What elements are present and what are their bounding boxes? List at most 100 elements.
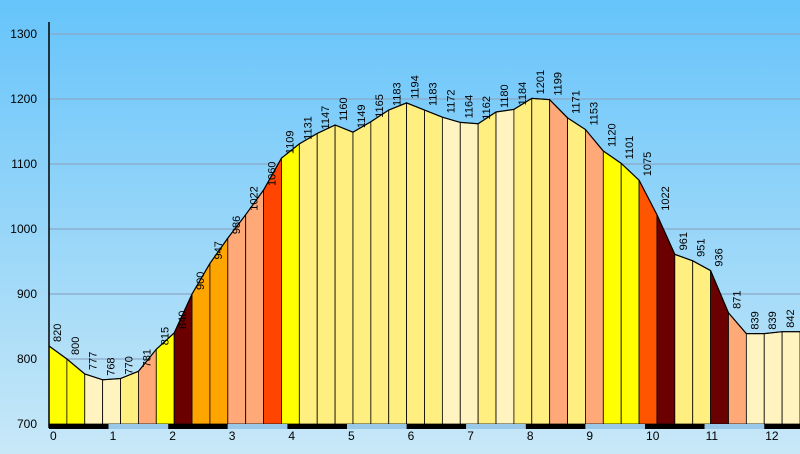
- elevation-segment-27: [531, 97, 551, 425]
- data-label-16: 1160: [338, 97, 350, 121]
- elevation-segment-12: [263, 156, 282, 425]
- data-label-31: 1120: [606, 123, 618, 147]
- x-axis-stripe-7: [466, 424, 526, 429]
- x-axis-stripe-4: [287, 424, 348, 429]
- data-label-4: 770: [124, 356, 136, 374]
- y-tick-label-1200: 1200: [10, 92, 37, 106]
- x-axis-stripe-8: [525, 424, 586, 429]
- elevation-segment-41: [781, 331, 800, 425]
- data-label-12: 1060: [267, 162, 279, 186]
- elevation-segment-29: [567, 117, 586, 425]
- data-label-35: 961: [678, 232, 690, 250]
- x-tick-label-10: 10: [646, 429, 660, 443]
- elevation-segment-33: [638, 180, 658, 425]
- elevation-segment-16: [334, 124, 354, 425]
- data-label-27: 1201: [535, 70, 547, 94]
- data-label-3: 768: [106, 357, 118, 375]
- x-axis-stripe-10: [645, 424, 705, 429]
- x-axis-stripe-12: [764, 424, 800, 429]
- data-label-13: 1109: [284, 130, 296, 154]
- data-label-24: 1162: [481, 96, 493, 120]
- x-tick-label-2: 2: [169, 429, 176, 443]
- elevation-segment-14: [298, 132, 318, 425]
- data-label-9: 947: [213, 241, 225, 259]
- data-label-21: 1183: [428, 82, 440, 106]
- elevation-segment-15: [316, 124, 336, 425]
- data-label-20: 1194: [410, 75, 422, 99]
- y-tick-label-800: 800: [17, 352, 37, 366]
- x-axis-stripe-6: [406, 424, 467, 429]
- data-label-10: 986: [231, 216, 243, 234]
- x-tick-label-8: 8: [527, 429, 534, 443]
- x-tick-label-4: 4: [288, 429, 295, 443]
- x-tick-label-9: 9: [586, 429, 593, 443]
- x-axis-stripe-1: [108, 424, 169, 429]
- elevation-segments: [48, 97, 800, 425]
- elevation-segment-35: [674, 253, 694, 425]
- data-label-7: 840: [177, 311, 189, 329]
- elevation-segment-30: [585, 128, 604, 425]
- elevation-segment-20: [406, 102, 425, 425]
- x-axis-stripe-2: [168, 424, 228, 429]
- elevation-segment-11: [245, 188, 264, 425]
- profile-outline: [48, 97, 800, 381]
- data-label-34: 1022: [660, 186, 672, 210]
- data-label-22: 1172: [445, 90, 457, 114]
- elevation-segment-13: [281, 143, 300, 425]
- elevation-segment-4: [120, 370, 139, 425]
- y-tick-label-900: 900: [17, 287, 37, 301]
- data-label-36: 951: [696, 238, 708, 256]
- data-label-19: 1183: [392, 82, 404, 106]
- data-label-29: 1171: [571, 90, 583, 114]
- data-label-5: 781: [141, 349, 153, 367]
- x-axis-stripe-11: [704, 424, 765, 429]
- data-label-1: 800: [70, 337, 82, 355]
- data-label-39: 839: [749, 311, 761, 329]
- x-tick-label-5: 5: [348, 429, 355, 443]
- data-label-14: 1131: [302, 116, 314, 140]
- profile-line: [48, 97, 800, 381]
- x-tick-label-6: 6: [408, 429, 415, 443]
- elevation-segment-31: [602, 150, 622, 425]
- elevation-segment-24: [477, 111, 497, 425]
- data-label-8: 900: [195, 272, 207, 290]
- x-axis-stripe-9: [585, 424, 646, 429]
- elevation-segment-21: [424, 109, 443, 425]
- x-tick-label-7: 7: [467, 429, 474, 443]
- elevation-segment-18: [370, 109, 390, 425]
- data-label-17: 1149: [356, 104, 368, 128]
- elevation-segment-25: [495, 108, 515, 425]
- data-label-15: 1147: [320, 106, 332, 130]
- data-label-38: 871: [731, 290, 743, 308]
- data-label-18: 1165: [374, 94, 386, 118]
- data-label-37: 936: [714, 248, 726, 266]
- data-label-11: 1022: [249, 186, 261, 210]
- data-label-23: 1164: [463, 95, 475, 119]
- elevation-segment-19: [388, 102, 408, 425]
- x-axis-stripe-3: [227, 424, 288, 429]
- data-label-40: 839: [767, 311, 779, 329]
- elevation-segment-39: [745, 333, 765, 425]
- elevation-segment-17: [352, 121, 372, 425]
- elevation-segment-36: [692, 260, 711, 425]
- data-label-25: 1180: [499, 84, 511, 108]
- elevation-segment-2: [84, 373, 104, 425]
- x-tick-label-11: 11: [706, 429, 719, 443]
- data-label-32: 1101: [624, 136, 636, 160]
- x-tick-label-0: 0: [50, 429, 57, 443]
- elevation-segment-40: [763, 331, 783, 425]
- elevation-segment-23: [459, 121, 479, 425]
- data-label-33: 1075: [642, 152, 654, 176]
- data-label-41: 842: [785, 309, 797, 327]
- data-label-28: 1199: [553, 72, 565, 96]
- elevation-segment-28: [549, 98, 568, 425]
- elevation-segment-22: [441, 116, 461, 425]
- x-tick-label-3: 3: [229, 429, 236, 443]
- data-label-30: 1153: [588, 102, 600, 126]
- y-tick-label-1100: 1100: [11, 157, 37, 171]
- data-label-26: 1184: [517, 82, 529, 106]
- x-tick-label-12: 12: [765, 429, 779, 443]
